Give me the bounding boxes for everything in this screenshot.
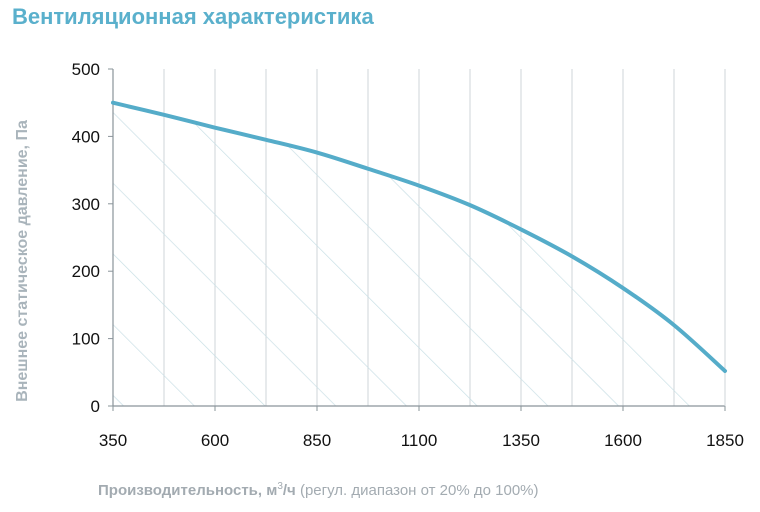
- data-point-3: [264, 138, 268, 141]
- operating-area-fill: [113, 102, 725, 406]
- y-tick-label-300: 300: [72, 195, 100, 214]
- y-axis-label: Внешнее статическое давление, Па: [14, 120, 31, 402]
- data-point-11: [672, 323, 676, 327]
- data-point-9: [570, 255, 574, 258]
- chart-title: Вентиляционная характеристика: [12, 4, 374, 29]
- data-point-6: [417, 184, 421, 187]
- data-point-10: [621, 286, 625, 290]
- data-point-1: [162, 113, 166, 117]
- y-tick-label-200: 200: [72, 262, 100, 281]
- data-point-5: [366, 167, 370, 170]
- data-point-0: [111, 101, 115, 104]
- x-axis-ticks: 350 600 850 1100 1350 1600 1850: [99, 406, 744, 450]
- y-tick-label-0: 0: [91, 397, 100, 416]
- x-tick-label-1350: 1350: [502, 431, 540, 450]
- y-axis-ticks: 0 100 200 300 400 500: [72, 60, 113, 416]
- x-tick-label-350: 350: [99, 431, 127, 450]
- data-point-8: [519, 228, 523, 231]
- x-tick-label-1100: 1100: [401, 431, 438, 450]
- data-points: [111, 101, 727, 373]
- x-tick-label-850: 850: [303, 431, 331, 450]
- data-point-7: [468, 203, 472, 207]
- y-tick-label-400: 400: [72, 127, 100, 146]
- x-axis-label-main: Производительность, м: [98, 482, 278, 499]
- data-point-2: [213, 126, 217, 129]
- x-axis-label: Производительность, м3/ч (регул. диапазо…: [98, 481, 539, 499]
- x-axis-label-superscript: 3: [277, 481, 283, 492]
- y-tick-label-100: 100: [72, 330, 100, 349]
- x-tick-label-1850: 1850: [706, 431, 744, 450]
- data-point-4: [315, 151, 319, 154]
- x-axis-label-note: (регул. диапазон от 20% до 100%): [299, 482, 539, 499]
- y-tick-label-500: 500: [72, 60, 100, 79]
- x-tick-label-1600: 1600: [604, 431, 642, 450]
- x-tick-label-600: 600: [201, 431, 229, 450]
- x-axis-label-unit: /ч: [282, 482, 296, 499]
- data-point-12: [723, 369, 727, 373]
